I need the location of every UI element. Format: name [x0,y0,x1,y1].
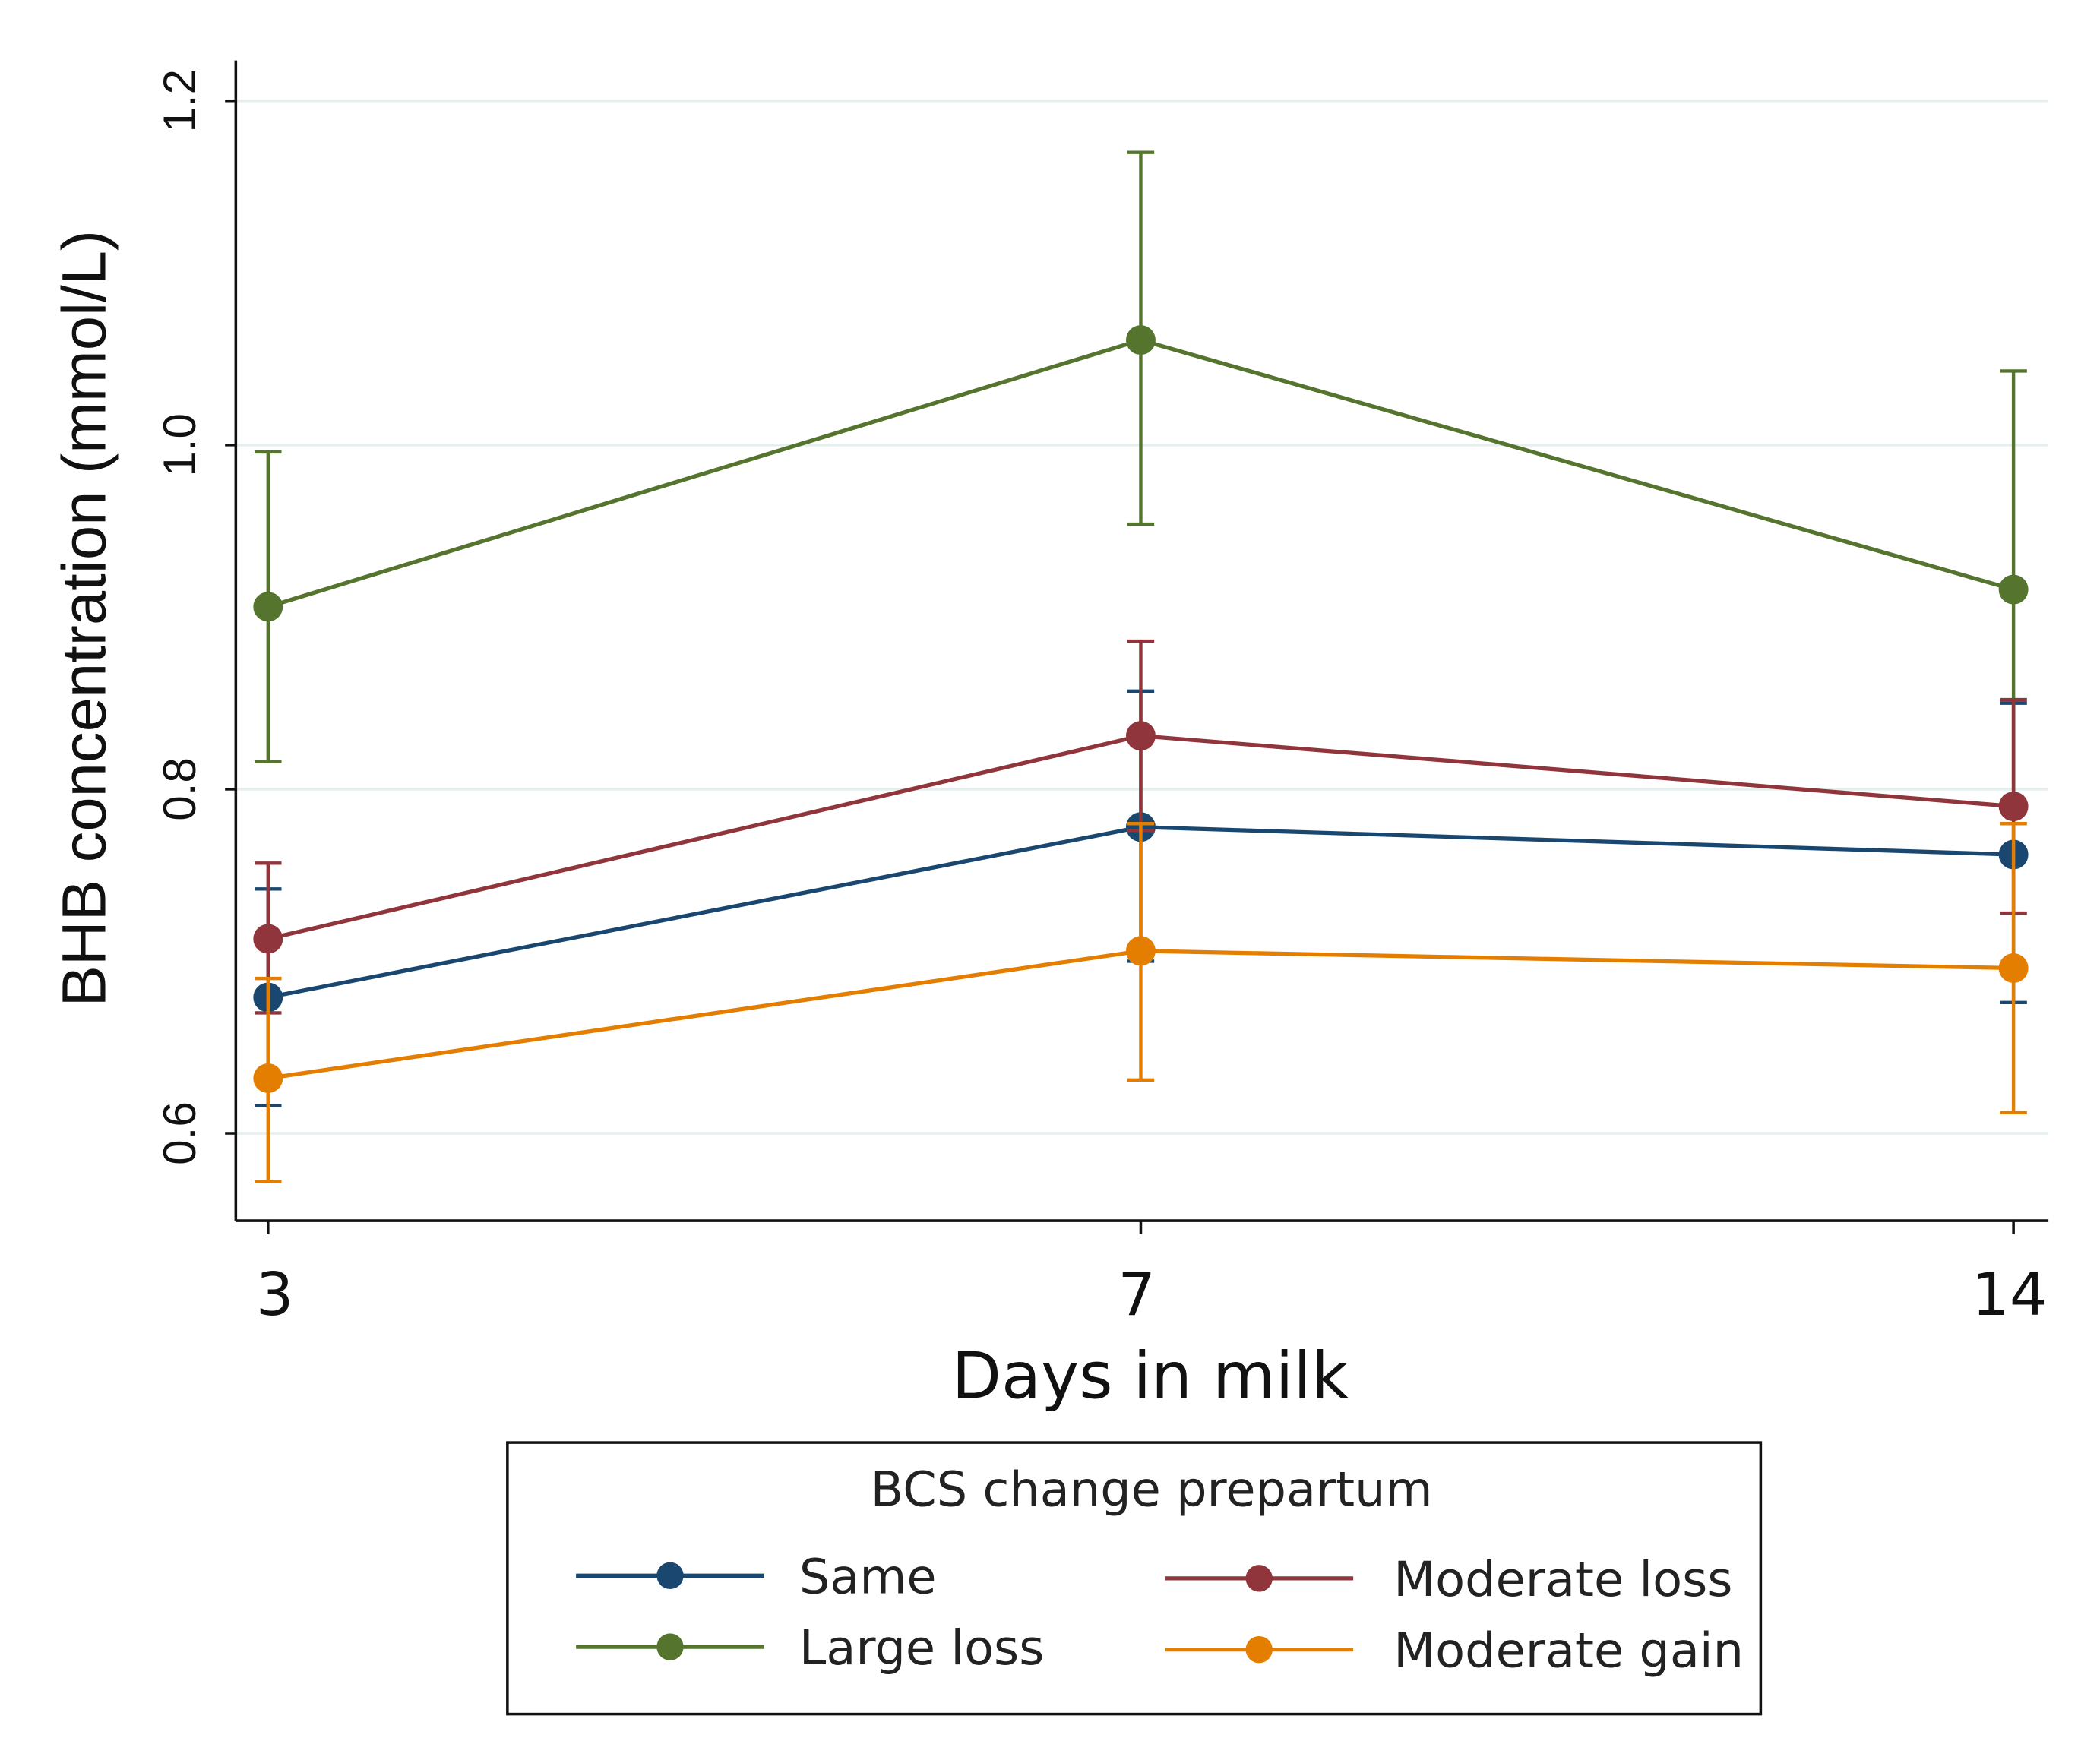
series-large-loss [253,150,2029,810]
legend-item: Moderate gain [1165,1623,1744,1679]
legend-marker [1245,1565,1273,1592]
data-point [1998,792,2029,822]
data-point [1125,721,1156,751]
x-tick-label: 3 [256,1261,294,1329]
y-tick-label: 0.8 [154,757,205,821]
legend-title: BCS change prepartum [871,1461,1433,1518]
legend-box [506,1441,1763,1716]
series-group [253,150,2029,1183]
legend-label: Large loss [799,1620,1045,1676]
series-moderate-gain [253,822,2029,1183]
y-tick-label: 0.6 [154,1101,205,1165]
data-point [1998,953,2029,983]
y-tick-label: 1.0 [154,413,205,477]
x-tick-label: 7 [1118,1261,1156,1329]
legend-item: Large loss [576,1620,1044,1676]
legend-label: Moderate loss [1393,1552,1732,1608]
data-point [253,1063,283,1093]
data-point [253,924,283,954]
y-axis-ticks: 0.6 0.8 1.0 1.2 [154,69,236,1165]
x-axis-label: Days in milk [952,1339,1349,1414]
data-point [1125,936,1156,966]
legend-marker [656,1562,684,1590]
y-tick-label: 1.2 [154,69,205,133]
x-tick-label: 14 [1972,1261,2047,1329]
legend-label: Moderate gain [1393,1623,1744,1679]
x-axis-ticks: 3 7 14 [256,1221,2047,1329]
data-point [253,592,283,622]
y-axis-label: BHB concentration (mmol/L) [50,230,119,1006]
legend-item: Moderate loss [1165,1552,1732,1608]
legend-marker [1245,1635,1273,1664]
legend: BCS change prepartum Same Large loss Moder… [506,1441,1763,1716]
legend-label: Same [799,1549,937,1605]
data-point [1125,325,1156,355]
legend-item: Same [576,1549,937,1605]
legend-marker [656,1633,684,1660]
data-point [1998,574,2029,605]
